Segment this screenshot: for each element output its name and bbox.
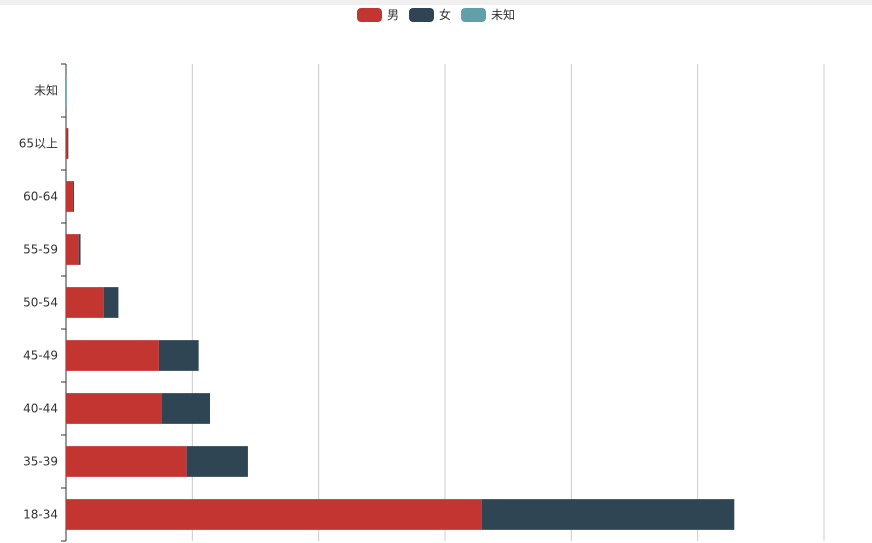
bar-0-1 [66,446,187,477]
bar-1-6 [72,181,74,212]
bar-1-3 [158,340,199,371]
top-bar [0,0,872,5]
legend-swatch [461,7,486,22]
legend-item-0[interactable]: 男 [356,6,399,23]
bar-0-7 [66,128,68,159]
legend-swatch [356,7,382,22]
y-tick-label: 65以上 [19,137,58,151]
bar-0-6 [66,181,73,212]
bar-0-0 [66,499,482,530]
legend-item-2[interactable]: 未知 [461,6,515,23]
bar-0-3 [66,340,159,371]
legend-label: 女 [438,8,451,22]
legend-item-1[interactable]: 女 [408,6,451,23]
legend: 男 女 未知 [0,6,872,23]
bar-0-4 [66,287,104,318]
bar-2-8 [66,75,67,106]
bar-0-2 [66,393,163,424]
bar-1-7 [67,128,69,159]
y-tick-label: 45-49 [23,349,58,363]
y-tick-label: 40-44 [23,402,58,416]
y-tick-label: 55-59 [23,243,58,257]
legend-label: 男 [386,8,399,22]
y-tick-label: 18-34 [23,508,58,522]
bar-1-5 [78,234,81,265]
bar-1-2 [162,393,211,424]
bar-1-0 [481,499,735,530]
bar-0-5 [66,234,79,265]
legend-swatch [408,7,434,22]
y-tick-label: 50-54 [23,296,58,310]
bar-1-4 [103,287,119,318]
y-tick-label: 未知 [34,84,58,98]
bar-1-1 [186,446,248,477]
y-tick-label: 35-39 [23,455,58,469]
y-tick-label: 60-64 [23,190,58,204]
legend-label: 未知 [491,8,516,22]
